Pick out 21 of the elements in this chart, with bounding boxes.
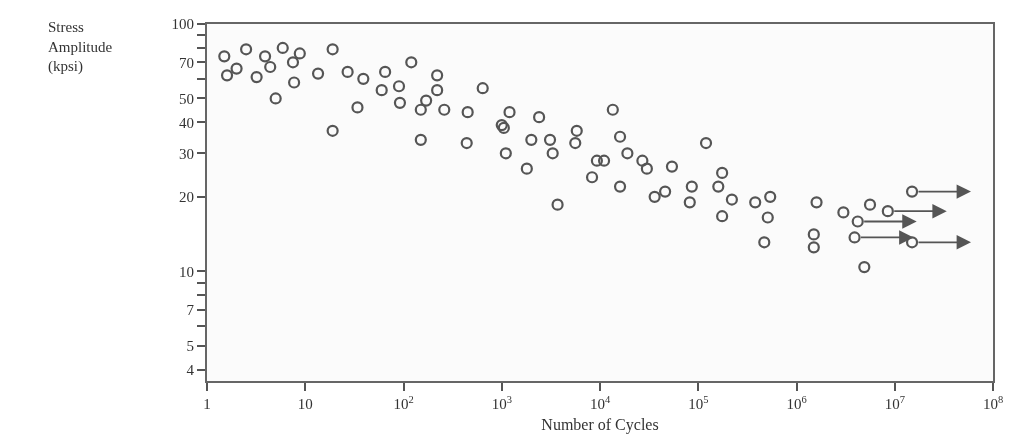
y-tick-label: 5 <box>186 337 194 354</box>
y-tick-label: 10 <box>179 263 194 280</box>
y-tick-label: 20 <box>179 189 194 206</box>
x-tick-label: 10$^{3}$ <box>491 393 512 412</box>
x-tick-label: 10$^{4}$ <box>589 393 611 412</box>
x-tick-label: 10$^{7}$ <box>884 393 905 412</box>
x-tick-label: 10$^{6}$ <box>786 393 807 412</box>
x-tick-label: 10$^{8}$ <box>982 393 1004 412</box>
y-axis-title: Stress Amplitude (kpsi) <box>48 19 113 75</box>
x-tick-label: 1 <box>203 396 211 412</box>
x-tick-label: 10$^{5}$ <box>688 393 709 412</box>
y-tick-label: 4 <box>186 361 195 378</box>
y-tick-label: 40 <box>179 114 194 131</box>
y-tick-label: 7 <box>186 301 195 318</box>
x-axis-title: Number of Cycles <box>541 416 659 435</box>
y-tick-label: 70 <box>179 54 194 71</box>
x-tick-label: 10 <box>297 396 313 412</box>
y-tick-label: 30 <box>179 145 194 162</box>
x-tick-label: 10$^{2}$ <box>393 393 414 412</box>
y-tick-label: 100 <box>171 16 194 33</box>
y-tick-label: 50 <box>179 90 194 107</box>
